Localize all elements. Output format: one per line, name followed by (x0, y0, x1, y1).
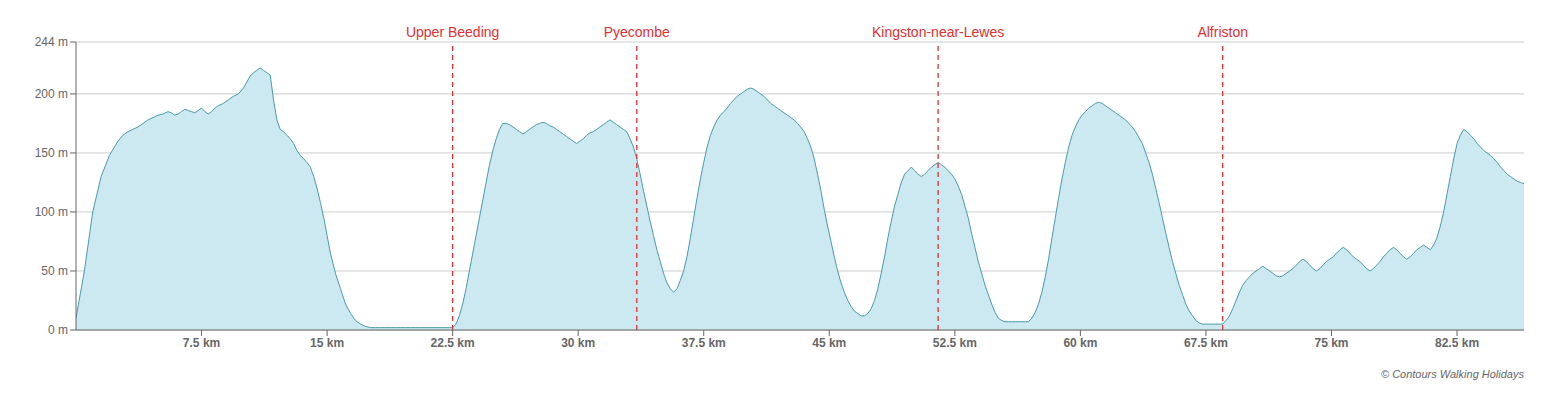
svg-text:244 m: 244 m (35, 35, 68, 49)
svg-text:22.5 km: 22.5 km (431, 336, 475, 350)
svg-text:7.5 km: 7.5 km (183, 336, 220, 350)
svg-text:Pyecombe: Pyecombe (604, 24, 670, 40)
svg-text:200 m: 200 m (35, 87, 68, 101)
svg-text:50 m: 50 m (41, 264, 68, 278)
svg-text:Kingston-near-Lewes: Kingston-near-Lewes (872, 24, 1004, 40)
svg-text:37.5 km: 37.5 km (682, 336, 726, 350)
html-text:© Contours Walking Holidays: © Contours Walking Holidays (1381, 368, 1524, 380)
svg-text:67.5 km: 67.5 km (1184, 336, 1228, 350)
svg-text:100 m: 100 m (35, 205, 68, 219)
svg-text:60 km: 60 km (1063, 336, 1097, 350)
svg-text:15 km: 15 km (310, 336, 344, 350)
svg-text:0 m: 0 m (48, 323, 68, 337)
svg-text:75 km: 75 km (1314, 336, 1348, 350)
svg-text:52.5 km: 52.5 km (933, 336, 977, 350)
svg-text:Alfriston: Alfriston (1197, 24, 1248, 40)
svg-text:45 km: 45 km (812, 336, 846, 350)
svg-text:82.5 km: 82.5 km (1435, 336, 1479, 350)
svg-text:30 km: 30 km (561, 336, 595, 350)
svg-text:Upper Beeding: Upper Beeding (406, 24, 499, 40)
svg-text:150 m: 150 m (35, 146, 68, 160)
